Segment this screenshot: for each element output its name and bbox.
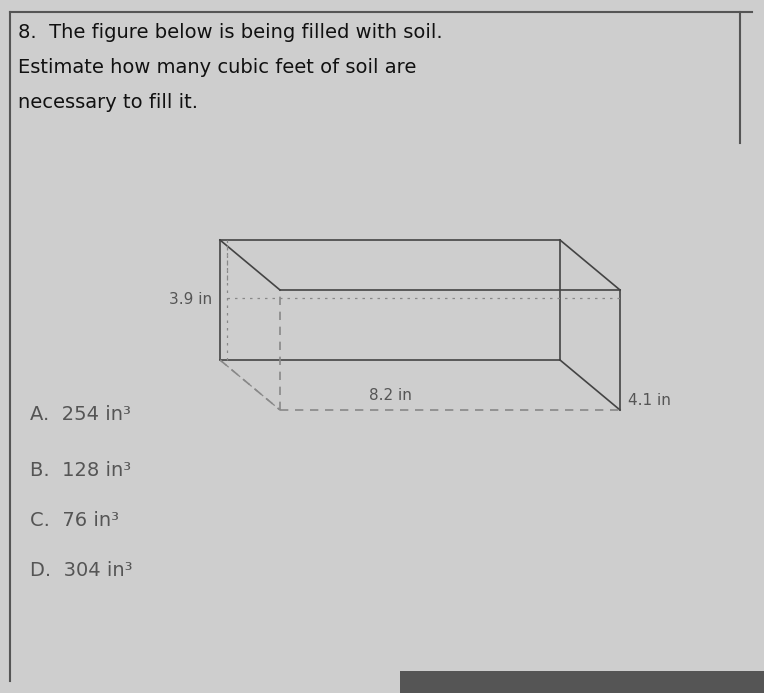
Text: A.  254 in³: A. 254 in³	[30, 405, 131, 425]
Bar	[400, 671, 764, 693]
Text: 8.  The figure below is being filled with soil.: 8. The figure below is being filled with…	[18, 23, 442, 42]
Text: 4.1 in: 4.1 in	[628, 393, 671, 408]
Text: 8.2 in: 8.2 in	[368, 388, 412, 403]
Text: D.  304 in³: D. 304 in³	[30, 561, 132, 579]
Text: Estimate how many cubic feet of soil are: Estimate how many cubic feet of soil are	[18, 58, 416, 77]
Text: B.  128 in³: B. 128 in³	[30, 461, 131, 480]
Text: C.  76 in³: C. 76 in³	[30, 511, 119, 529]
Text: necessary to fill it.: necessary to fill it.	[18, 93, 198, 112]
Text: 3.9 in: 3.9 in	[169, 292, 212, 308]
